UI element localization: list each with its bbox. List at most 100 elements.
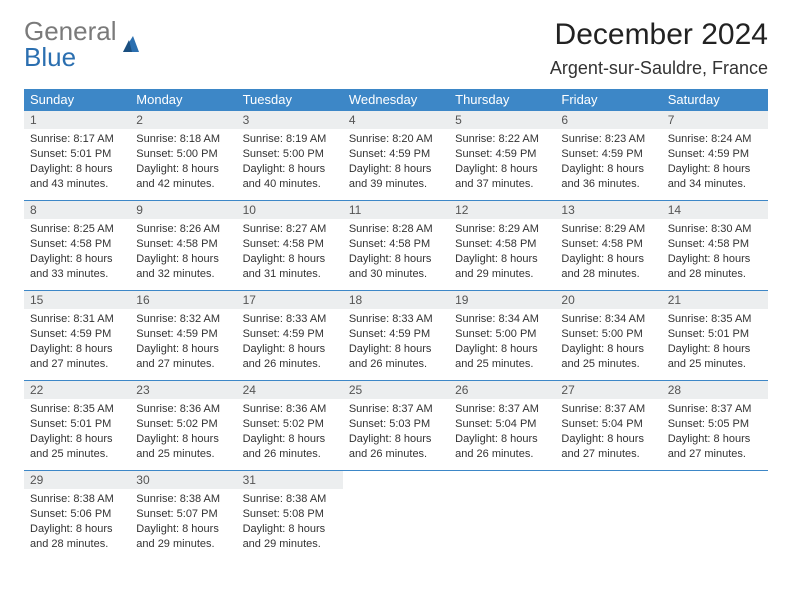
day-body: Sunrise: 8:36 AMSunset: 5:02 PMDaylight:… [130,399,236,467]
calendar-cell: 5Sunrise: 8:22 AMSunset: 4:59 PMDaylight… [449,111,555,201]
day-sr: Sunrise: 8:25 AM [30,222,124,237]
day-ss: Sunset: 5:04 PM [455,417,549,432]
day-body: Sunrise: 8:17 AMSunset: 5:01 PMDaylight:… [24,129,130,197]
day-d2: and 25 minutes. [561,357,655,372]
day-d2: and 40 minutes. [243,177,337,192]
day-number: 16 [130,291,236,309]
day-number: 31 [237,471,343,489]
calendar-cell: 31Sunrise: 8:38 AMSunset: 5:08 PMDayligh… [237,471,343,561]
day-number: 12 [449,201,555,219]
day-sr: Sunrise: 8:22 AM [455,132,549,147]
calendar-cell: 15Sunrise: 8:31 AMSunset: 4:59 PMDayligh… [24,291,130,381]
calendar-cell: 12Sunrise: 8:29 AMSunset: 4:58 PMDayligh… [449,201,555,291]
day-ss: Sunset: 4:58 PM [561,237,655,252]
day-d1: Daylight: 8 hours [136,522,230,537]
day-ss: Sunset: 4:59 PM [561,147,655,162]
day-body: Sunrise: 8:23 AMSunset: 4:59 PMDaylight:… [555,129,661,197]
day-body: Sunrise: 8:36 AMSunset: 5:02 PMDaylight:… [237,399,343,467]
day-d1: Daylight: 8 hours [455,252,549,267]
day-body: Sunrise: 8:37 AMSunset: 5:04 PMDaylight:… [449,399,555,467]
weekday-header: Tuesday [237,89,343,111]
day-sr: Sunrise: 8:19 AM [243,132,337,147]
day-d1: Daylight: 8 hours [455,342,549,357]
calendar-cell: 20Sunrise: 8:34 AMSunset: 5:00 PMDayligh… [555,291,661,381]
day-d1: Daylight: 8 hours [561,342,655,357]
day-body: Sunrise: 8:32 AMSunset: 4:59 PMDaylight:… [130,309,236,377]
day-ss: Sunset: 5:06 PM [30,507,124,522]
day-d1: Daylight: 8 hours [455,162,549,177]
day-sr: Sunrise: 8:37 AM [349,402,443,417]
day-number: 26 [449,381,555,399]
day-number: 5 [449,111,555,129]
day-body: Sunrise: 8:28 AMSunset: 4:58 PMDaylight:… [343,219,449,287]
calendar-cell: 16Sunrise: 8:32 AMSunset: 4:59 PMDayligh… [130,291,236,381]
day-sr: Sunrise: 8:29 AM [455,222,549,237]
day-ss: Sunset: 4:59 PM [349,147,443,162]
day-sr: Sunrise: 8:38 AM [30,492,124,507]
day-body: Sunrise: 8:29 AMSunset: 4:58 PMDaylight:… [555,219,661,287]
day-body: Sunrise: 8:29 AMSunset: 4:58 PMDaylight:… [449,219,555,287]
day-body: Sunrise: 8:24 AMSunset: 4:59 PMDaylight:… [662,129,768,197]
day-d1: Daylight: 8 hours [668,252,762,267]
calendar-cell: .. [343,471,449,561]
day-body: Sunrise: 8:37 AMSunset: 5:04 PMDaylight:… [555,399,661,467]
day-ss: Sunset: 4:59 PM [30,327,124,342]
weekday-header: Wednesday [343,89,449,111]
day-number: 24 [237,381,343,399]
day-ss: Sunset: 4:58 PM [243,237,337,252]
calendar-cell: 4Sunrise: 8:20 AMSunset: 4:59 PMDaylight… [343,111,449,201]
title-block: December 2024 Argent-sur-Sauldre, France [550,18,768,79]
day-body: Sunrise: 8:33 AMSunset: 4:59 PMDaylight:… [343,309,449,377]
day-d2: and 28 minutes. [561,267,655,282]
calendar-row: 22Sunrise: 8:35 AMSunset: 5:01 PMDayligh… [24,381,768,471]
header: General Blue December 2024 Argent-sur-Sa… [24,18,768,79]
calendar-table: SundayMondayTuesdayWednesdayThursdayFrid… [24,89,768,561]
day-sr: Sunrise: 8:33 AM [243,312,337,327]
day-d2: and 31 minutes. [243,267,337,282]
day-d1: Daylight: 8 hours [136,252,230,267]
day-d1: Daylight: 8 hours [243,522,337,537]
sail-icon [121,34,141,54]
day-number: 20 [555,291,661,309]
day-d1: Daylight: 8 hours [243,252,337,267]
day-d1: Daylight: 8 hours [30,522,124,537]
day-d2: and 27 minutes. [30,357,124,372]
day-ss: Sunset: 4:58 PM [30,237,124,252]
day-d1: Daylight: 8 hours [668,342,762,357]
day-ss: Sunset: 5:01 PM [30,147,124,162]
calendar-cell: 19Sunrise: 8:34 AMSunset: 5:00 PMDayligh… [449,291,555,381]
calendar-cell: 30Sunrise: 8:38 AMSunset: 5:07 PMDayligh… [130,471,236,561]
day-sr: Sunrise: 8:32 AM [136,312,230,327]
day-d2: and 26 minutes. [349,357,443,372]
day-d1: Daylight: 8 hours [243,162,337,177]
day-number: 23 [130,381,236,399]
day-sr: Sunrise: 8:33 AM [349,312,443,327]
calendar-cell: .. [555,471,661,561]
day-d1: Daylight: 8 hours [349,342,443,357]
day-number: 10 [237,201,343,219]
day-ss: Sunset: 4:58 PM [668,237,762,252]
day-ss: Sunset: 5:01 PM [30,417,124,432]
day-body: Sunrise: 8:20 AMSunset: 4:59 PMDaylight:… [343,129,449,197]
day-sr: Sunrise: 8:36 AM [136,402,230,417]
day-d2: and 43 minutes. [30,177,124,192]
day-body: Sunrise: 8:27 AMSunset: 4:58 PMDaylight:… [237,219,343,287]
day-d1: Daylight: 8 hours [30,162,124,177]
day-sr: Sunrise: 8:31 AM [30,312,124,327]
day-body: Sunrise: 8:31 AMSunset: 4:59 PMDaylight:… [24,309,130,377]
day-body: Sunrise: 8:18 AMSunset: 5:00 PMDaylight:… [130,129,236,197]
calendar-cell: 13Sunrise: 8:29 AMSunset: 4:58 PMDayligh… [555,201,661,291]
calendar-cell: 22Sunrise: 8:35 AMSunset: 5:01 PMDayligh… [24,381,130,471]
day-number: 4 [343,111,449,129]
calendar-cell: 26Sunrise: 8:37 AMSunset: 5:04 PMDayligh… [449,381,555,471]
calendar-cell: 14Sunrise: 8:30 AMSunset: 4:58 PMDayligh… [662,201,768,291]
day-body: Sunrise: 8:30 AMSunset: 4:58 PMDaylight:… [662,219,768,287]
day-ss: Sunset: 4:59 PM [668,147,762,162]
calendar-cell: .. [449,471,555,561]
day-sr: Sunrise: 8:37 AM [455,402,549,417]
weekday-header: Monday [130,89,236,111]
day-sr: Sunrise: 8:29 AM [561,222,655,237]
day-d2: and 27 minutes. [561,447,655,462]
logo-part2: Blue [24,42,76,72]
day-body: Sunrise: 8:38 AMSunset: 5:08 PMDaylight:… [237,489,343,557]
